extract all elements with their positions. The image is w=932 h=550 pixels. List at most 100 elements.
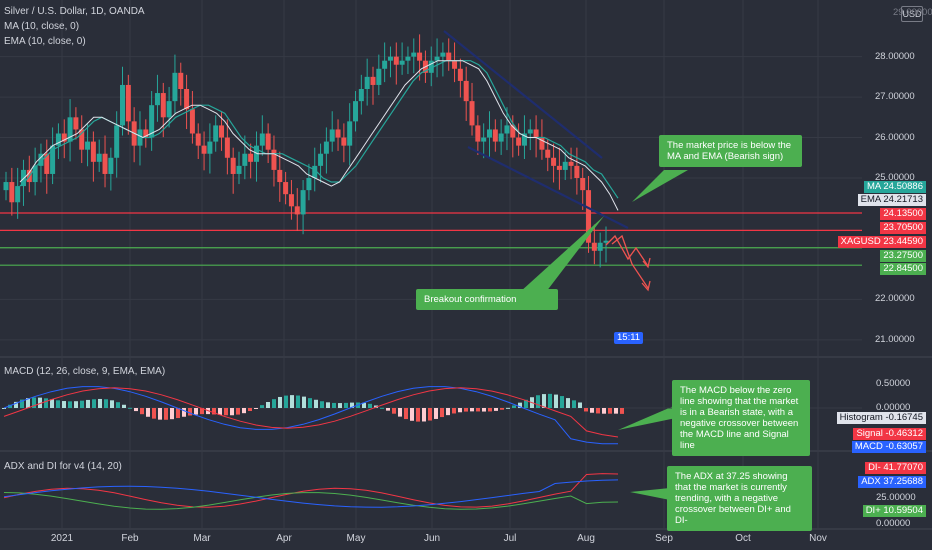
macd-histogram-bar [44, 398, 48, 408]
macd-histogram-bar [590, 408, 594, 413]
candle [143, 129, 149, 138]
candle [195, 133, 201, 146]
macd-tag: Signal -0.46312 [853, 428, 926, 440]
chart-legend: Silver / U.S. Dollar, 1D, OANDA MA (10, … [4, 4, 145, 49]
macd-histogram-bar [518, 402, 522, 408]
adx-tag: DI- 41.77070 [865, 462, 926, 474]
macd-histogram-bar [506, 407, 510, 409]
callout-pointer [630, 488, 670, 500]
candle [347, 121, 353, 146]
ema-line [19, 60, 619, 211]
candle [79, 129, 85, 150]
candle [399, 60, 405, 65]
macd-histogram-bar [38, 397, 42, 408]
macd-histogram-bar [212, 408, 216, 415]
macd-histogram-bar [404, 408, 408, 420]
macd-histogram-bar [476, 408, 480, 412]
candle [224, 137, 230, 158]
candle [230, 157, 236, 174]
macd-histogram-bar [32, 397, 36, 408]
macd-histogram-bar [452, 408, 456, 414]
candle [556, 165, 562, 170]
currency-button[interactable]: USD [901, 6, 923, 22]
price-tag: MA 24.50886 [864, 181, 926, 193]
macd-histogram-bar [14, 401, 18, 408]
candle [440, 52, 446, 57]
candle [9, 182, 15, 203]
candle [539, 137, 545, 150]
candle [568, 161, 574, 166]
x-tick-label: Jul [503, 533, 517, 544]
candle [253, 145, 259, 162]
macd-histogram-bar [488, 408, 492, 412]
x-tick-label: Feb [121, 533, 139, 544]
arrow-head [641, 280, 651, 292]
macd-histogram-bar [314, 399, 318, 408]
candle [597, 242, 603, 251]
candle [521, 133, 527, 146]
callout-bearish-sign: The market price is below the MA and EMA… [659, 135, 802, 167]
macd-histogram-bar [596, 408, 600, 414]
macd-histogram-bar [350, 402, 354, 408]
macd-legend: MACD (12, 26, close, 9, EMA, EMA) [4, 366, 166, 377]
macd-histogram-bar [260, 405, 264, 408]
adx-tag: DI+ 10.59504 [862, 505, 926, 517]
candle [574, 165, 580, 178]
candle [586, 190, 592, 243]
macd-histogram-bar [572, 400, 576, 408]
macd-histogram-bar [368, 403, 372, 408]
macd-histogram-bar [416, 408, 420, 422]
macd-histogram-bar [188, 408, 192, 416]
candle [376, 68, 382, 85]
macd-histogram-bar [512, 405, 516, 408]
candle [283, 182, 289, 195]
candle [300, 190, 306, 215]
price-tag: 24.13500 [880, 208, 926, 220]
candle [73, 117, 79, 130]
macd-histogram-bar [302, 396, 306, 408]
macd-histogram-bar [2, 408, 6, 409]
signal-line [3, 387, 619, 438]
candle [603, 240, 609, 243]
candle [90, 141, 96, 162]
macd-histogram-bar [158, 408, 162, 420]
macd-y-tick: 0.50000 [876, 378, 911, 389]
y-top-label: 29.00000 [893, 7, 932, 18]
macd-histogram-bar [410, 408, 414, 421]
macd-histogram-bar [182, 408, 186, 417]
candle [551, 157, 557, 166]
y-tick-label: 28.00000 [875, 50, 915, 62]
candle [172, 72, 178, 102]
macd-histogram-bar [536, 395, 540, 408]
upper-trendline [443, 30, 603, 159]
di-minus-line [3, 473, 619, 508]
candle [417, 52, 423, 61]
macd-histogram-bar [134, 408, 138, 412]
macd-histogram-bar [494, 408, 498, 411]
macd-histogram-bar [614, 408, 618, 414]
price-tag: EMA 24.21713 [857, 194, 926, 206]
candle [329, 129, 335, 142]
adx-y-tick: 25.00000 [876, 491, 916, 503]
macd-histogram-bar [224, 408, 228, 416]
candle [213, 125, 219, 142]
projection-arrow [611, 234, 649, 289]
candle [387, 56, 393, 61]
macd-histogram-bar [170, 408, 174, 420]
candle [236, 165, 242, 174]
candle [545, 149, 551, 158]
callout-pointer [618, 405, 676, 430]
macd-histogram-bar [62, 401, 66, 408]
macd-histogram-bar [524, 399, 528, 408]
macd-histogram-bar [86, 399, 90, 408]
candle [428, 60, 434, 73]
candle [446, 52, 452, 61]
macd-histogram-bar [80, 400, 84, 408]
candle [411, 52, 417, 57]
candle [3, 182, 9, 191]
lower-trendline [467, 146, 629, 229]
macd-line [3, 386, 618, 445]
macd-histogram-bar [386, 408, 390, 411]
macd-histogram-bar [608, 408, 612, 414]
